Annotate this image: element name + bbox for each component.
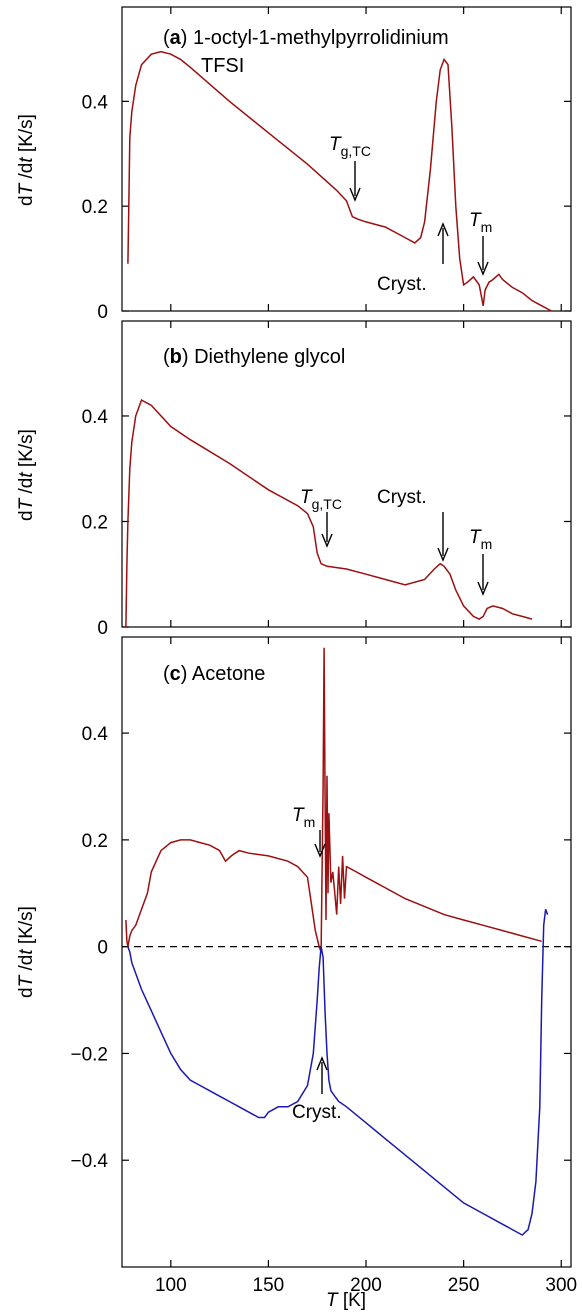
y-tick-label: 0.2 [82, 831, 108, 852]
y-tick-label: −0.4 [70, 1151, 108, 1172]
panel-c-letter: c [170, 663, 181, 685]
x-tick-label: 150 [253, 1275, 285, 1296]
panel-c-ylabel: dT /dt [K/s] [16, 906, 37, 998]
annotation-tm-c: Tm [292, 805, 326, 858]
x-tick-label: 300 [545, 1275, 577, 1296]
x-tick-label: 200 [350, 1275, 382, 1296]
annotation-tm-a-arrowhead [477, 261, 489, 276]
annotation-tm-b: Tm [469, 527, 492, 596]
y-tick-label: 0.4 [82, 724, 109, 745]
panel-a-title-line1: 1-octyl-1-methylpyrrolidinium [193, 27, 449, 49]
y-tick-label: 0.2 [82, 197, 108, 218]
panel-b-ylabel: dT /dt [K/s] [16, 429, 37, 521]
panel-b-title: (b) Diethylene glycol [163, 346, 345, 368]
annotation-tm-c-arrowhead [314, 843, 326, 858]
panel-b-frame [121, 320, 572, 628]
y-tick-label: 0 [97, 938, 108, 959]
annotation-tg-b: Tg,TC [300, 487, 342, 548]
panel-c-series-line-blue [127, 909, 549, 1236]
annotation-tm-a: Tm [469, 210, 492, 276]
panel-b-ticks [122, 321, 571, 628]
y-tick-label: −0.2 [70, 1044, 108, 1065]
panel-c-ticks [122, 637, 571, 1267]
annotation-cryst-a-arrowhead [437, 222, 449, 237]
annotation-tm-b-label: Tm [469, 527, 492, 552]
panel-a: 0 0.2 0.4 dT /dt [K/s] (a) 1-octyl-1-methy… [16, 6, 572, 323]
annotation-cryst-a: Cryst. [377, 222, 449, 295]
annotation-tm-c-label: Tm [292, 805, 315, 830]
annotation-tm-b-arrowhead [477, 581, 489, 596]
panel-a-title-line2: TFSI [201, 55, 244, 77]
y-tick-label: 0.4 [82, 407, 109, 428]
panel-a-tick-labels: 0 0.2 0.4 [82, 92, 109, 323]
panel-c-title-line1: Acetone [192, 663, 265, 685]
panel-a-frame [121, 6, 572, 312]
panel-c-title: (c) Acetone [163, 663, 265, 685]
x-tick-label: 250 [448, 1275, 480, 1296]
panel-a-series-line [127, 50, 552, 312]
panel-a-ticks [122, 7, 571, 312]
panel-a-ylabel: dT /dt [K/s] [16, 114, 37, 206]
annotation-tg-b-arrowhead [321, 533, 333, 548]
panel-c: −0.4 −0.2 0 0.2 0.4 100 150 200 250 300 dT /dt [K… [16, 636, 577, 1311]
panel-b-title-line1: Diethylene glycol [194, 346, 345, 368]
annotation-tg-a-label: Tg,TC [329, 134, 371, 159]
panel-b-tick-labels: 0 0.2 0.4 [82, 407, 109, 639]
annotation-tg-b-label: Tg,TC [300, 487, 342, 512]
y-tick-label: 0 [97, 618, 108, 639]
y-tick-label: 0.4 [82, 92, 109, 113]
annotation-cryst-c-arrowhead [316, 1056, 328, 1071]
annotation-cryst-a-label: Cryst. [377, 274, 427, 295]
panel-a-title: (a) 1-octyl-1-methylpyrrolidinium [163, 27, 449, 49]
annotation-tm-a-label: Tm [469, 210, 492, 235]
panel-c-series-line-red [125, 647, 542, 953]
panel-c-frame [121, 636, 572, 1268]
panel-c-tick-labels: −0.4 −0.2 0 0.2 0.4 100 150 200 250 300 [70, 724, 577, 1296]
y-tick-label: 0.2 [82, 512, 108, 533]
annotation-cryst-b: Cryst. [377, 487, 449, 562]
annotation-cryst-b-arrowhead [437, 547, 449, 562]
x-axis-label: T [K] [326, 1290, 366, 1311]
y-tick-label: 0 [97, 302, 108, 323]
panel-b-series-line [125, 399, 533, 628]
annotation-cryst-c-label: Cryst. [292, 1102, 342, 1123]
annotation-cryst-c: Cryst. [292, 1056, 342, 1123]
annotation-cryst-b-label: Cryst. [377, 487, 427, 508]
x-tick-label: 100 [155, 1275, 187, 1296]
panel-b: 0 0.2 0.4 dT /dt [K/s] (b) Diethylene glyc… [16, 320, 572, 639]
annotation-tg-a-arrowhead [349, 187, 361, 202]
panel-a-letter: a [170, 27, 182, 49]
panel-b-letter: b [170, 346, 182, 368]
annotation-tg-a: Tg,TC [329, 134, 371, 202]
